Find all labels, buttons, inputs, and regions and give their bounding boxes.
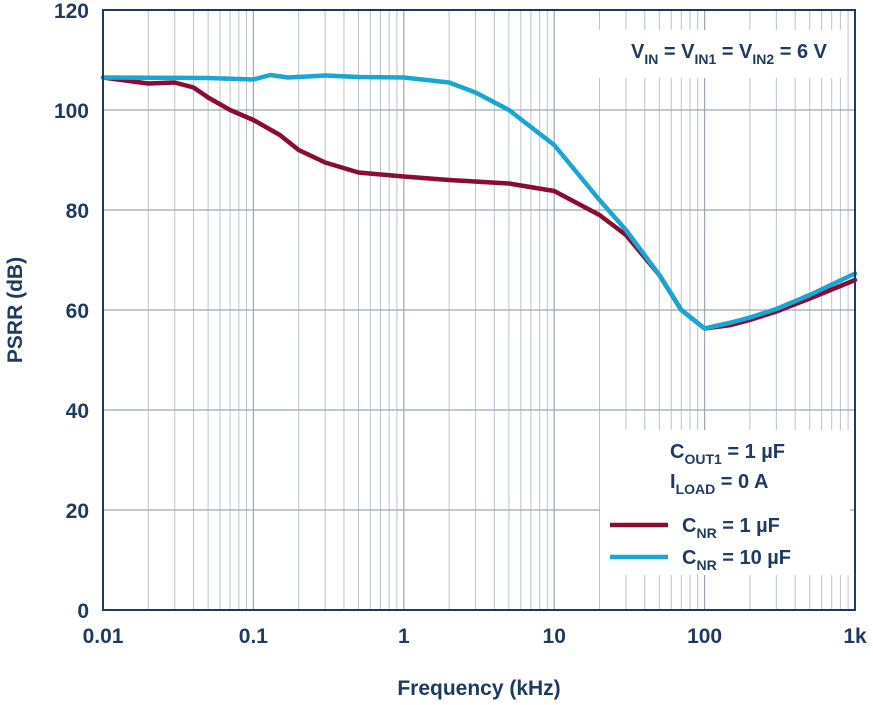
y-tick-label: 120 [54, 0, 89, 23]
y-tick-label: 20 [66, 500, 89, 523]
condition-text: = 1 µF [722, 441, 785, 463]
x-tick-label: 0.1 [239, 625, 269, 648]
legend-label: CNR​ = 10 µF [682, 547, 791, 573]
x-tick-label: 100 [687, 625, 722, 648]
annotation-text: = 6 V [774, 41, 827, 63]
condition: ILOAD​ = 0 A [670, 471, 768, 497]
y-axis-label: PSRR (dB) [4, 257, 27, 363]
x-axis-label: Frequency (kHz) [397, 677, 560, 700]
x-tick-label: 0.01 [83, 625, 124, 648]
annotation-subscript: IN1 [694, 51, 716, 67]
legend-label-text: C [682, 547, 696, 569]
annotation-subscript: IN2 [752, 51, 774, 67]
condition-subscript: LOAD [676, 481, 716, 497]
y-tick-label: 60 [66, 300, 89, 323]
condition-text: = 0 A [715, 471, 768, 493]
y-tick-label: 40 [66, 400, 89, 423]
series-line [100, 75, 858, 331]
x-tick-label: 1 [398, 625, 410, 648]
legend-label-subscript: NR [696, 525, 716, 541]
legend-label: CNR​ = 1 µF [682, 515, 780, 541]
y-tick-label: 0 [77, 600, 89, 623]
y-tick-label: 80 [66, 200, 89, 223]
condition-text: C [670, 441, 684, 463]
series-line [100, 72, 858, 331]
legend-label-text: = 10 µF [717, 547, 791, 569]
legend-label-text: C [682, 515, 696, 537]
annotation-box [575, 30, 847, 78]
condition-subscript: OUT1 [684, 451, 722, 467]
plot-frame [102, 9, 856, 611]
x-tick-label: 1k [843, 625, 867, 648]
legend-label-subscript: NR [696, 557, 716, 573]
annotation: VIN​ = VIN1​ = VIN2​ = 6 V [631, 41, 828, 67]
annotation-subscript: IN [644, 51, 658, 67]
annotation-text: V [631, 41, 645, 63]
annotation-text: = V [658, 41, 695, 63]
legend-box [600, 430, 850, 575]
condition-text: I [670, 471, 676, 493]
x-tick-label: 10 [543, 625, 566, 648]
legend-label-text: = 1 µF [717, 515, 780, 537]
annotation-text: = V [716, 41, 753, 63]
y-tick-label: 100 [54, 100, 89, 123]
condition: COUT1​ = 1 µF [670, 441, 785, 467]
